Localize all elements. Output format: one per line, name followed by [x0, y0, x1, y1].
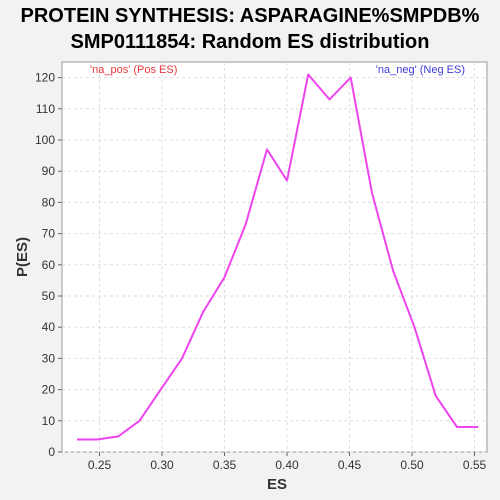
- x-axis-label: ES: [267, 476, 287, 493]
- series-group: [77, 73, 479, 441]
- y-tick-label: 0: [48, 445, 55, 459]
- y-tick-label: 20: [42, 383, 56, 397]
- y-tick-label: 40: [42, 320, 56, 334]
- x-axis: 0.25 0.30 0.35 0.40 0.45 0.50 0.55: [88, 452, 487, 472]
- chart-title: PROTEIN SYNTHESIS: ASPARAGINE%SMPDB%: [21, 5, 480, 27]
- y-axis-label: P(ES): [14, 237, 31, 277]
- series-line: [77, 73, 479, 441]
- x-tick-label: 0.35: [213, 458, 237, 472]
- chart-subtitle: SMP0111854: Random ES distribution: [71, 31, 430, 53]
- legend-pos-label: 'na_pos' (Pos ES): [90, 64, 177, 76]
- x-tick-label: 0.40: [275, 458, 299, 472]
- y-tick-label: 60: [42, 258, 56, 272]
- x-tick-label: 0.45: [338, 458, 362, 472]
- y-tick-label: 90: [42, 164, 56, 178]
- y-tick-label: 30: [42, 351, 56, 365]
- y-tick-label: 10: [42, 414, 56, 428]
- plot-area: [61, 61, 488, 453]
- x-tick-label: 0.25: [88, 458, 112, 472]
- x-tick-label: 0.30: [150, 458, 174, 472]
- y-tick-label: 70: [42, 227, 56, 241]
- legend-neg-label: 'na_neg' (Neg ES): [376, 64, 465, 76]
- y-tick-label: 120: [35, 71, 55, 85]
- y-tick-label: 50: [42, 289, 56, 303]
- y-tick-label: 100: [35, 133, 55, 147]
- x-tick-label: 0.55: [463, 458, 487, 472]
- y-tick-label: 80: [42, 195, 56, 209]
- x-tick-label: 0.50: [400, 458, 424, 472]
- y-axis: 0 10 20 30 40 50 60 70 80 90 100 110 120: [35, 71, 62, 459]
- y-tick-label: 110: [36, 102, 55, 116]
